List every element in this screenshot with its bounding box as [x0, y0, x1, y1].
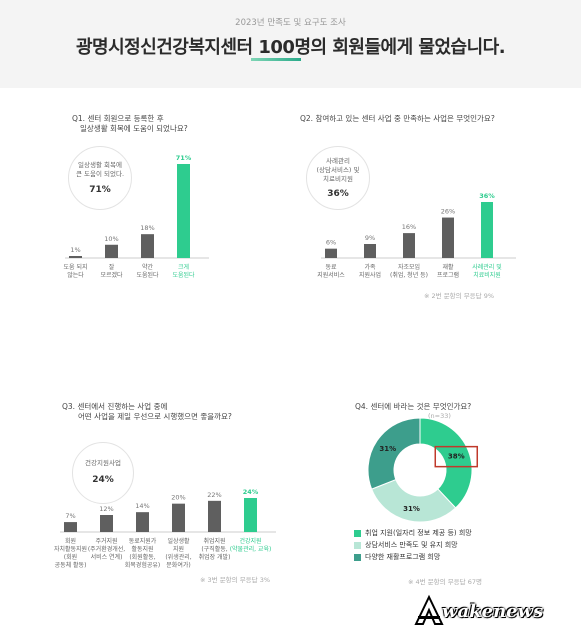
category-label-5: 취업지원 (구직활동, 취업장 개발)	[199, 537, 231, 561]
donut-slice-2	[371, 478, 457, 523]
bar-6	[244, 498, 257, 532]
bar-value-label-2: 9%	[365, 234, 375, 242]
awakenews-logo: wakenews	[410, 594, 570, 628]
bar-value-label-1: 6%	[326, 239, 336, 247]
bar-value-label-3: 16%	[402, 223, 416, 231]
q1-bubble-line1: 일상생활 회복에	[78, 161, 122, 169]
category-label-1: 도움 되지 않는다	[64, 263, 88, 279]
slice-label-1: 38%	[448, 453, 465, 461]
legend-item-1: 취업 지원(일자리 정보 제공 등) 희망	[354, 527, 472, 539]
logo-wordmark: wakenews	[442, 601, 544, 622]
category-label-2: 가족 지원사업	[359, 263, 381, 279]
bar-1	[325, 248, 337, 258]
logo-a-mark	[414, 594, 444, 625]
bar-4	[172, 503, 185, 532]
category-label-3: 약간 도움된다	[136, 263, 159, 279]
legend-swatch-3	[354, 553, 361, 561]
category-label-4: 재활 프로그램	[437, 263, 459, 279]
legend-label-2: 상담서비스 만족도 및 유지 희망	[365, 541, 458, 549]
q3-bubble-percent: 24%	[92, 475, 114, 485]
bar-4	[177, 164, 190, 258]
q2-bubble-percent: 36%	[327, 189, 349, 199]
legend-swatch-1	[354, 529, 361, 537]
category-label-5: 사례관리 및 치료비지원	[472, 263, 502, 279]
q1-bubble-percent: 71%	[89, 185, 111, 195]
bar-value-label-2: 12%	[99, 505, 113, 513]
bar-5	[208, 500, 221, 532]
bar-4	[442, 217, 454, 258]
category-label-2: 잘 모르겠다	[100, 263, 123, 279]
q1-highlight-bubble: 일상생활 회복에 큰 도움이 되었다. 71%	[68, 146, 132, 210]
bar-5	[481, 202, 493, 258]
bar-value-label-5: 36%	[479, 192, 495, 200]
bar-value-label-4: 26%	[441, 208, 455, 216]
legend-label-3: 다양한 재활프로그램 희망	[365, 553, 441, 561]
slice-label-3: 31%	[379, 445, 396, 453]
category-label-4: 일상생활 지원 (위생관리, 문화여가)	[165, 537, 191, 569]
q2-bar-chart: 6% 동료 지원서비스 9% 가족 지원사업 16% 자조모임 (취업, 청년 등) 26% 재활 프…	[317, 192, 516, 279]
q3-note: ※ 3번 문항의 무응답 3%	[200, 576, 271, 584]
legend-label-1: 취업 지원(일자리 정보 제공 등) 희망	[365, 529, 472, 537]
q2-highlight-bubble: 사례관리 (상담서비스) 및 치료비지원 36%	[306, 146, 370, 210]
bar-3	[141, 234, 154, 258]
q1-bar-chart: 1% 도움 되지 않는다 10% 잘 모르겠다 18% 약간 도움된다 71% 크게 도움된다	[64, 154, 209, 279]
q3-title-line1: Q3. 센터에서 진행하는 사업 중에	[62, 402, 168, 411]
q3-title-line2: 어떤 사업을 제일 우선으로 시행했으면 좋을까요?	[78, 412, 232, 421]
q3-highlight-bubble: 건강지원사업 24%	[72, 442, 134, 504]
bar-3	[403, 233, 415, 258]
legend-item-2: 상담서비스 만족도 및 유지 희망	[354, 539, 472, 551]
q1-title-line1: Q1. 센터 회원으로 등록한 후	[72, 114, 164, 123]
bar-value-label-1: 7%	[65, 512, 75, 520]
q4-donut-chart: 38% 31% 31%	[367, 417, 479, 523]
bar-value-label-6: 24%	[243, 488, 259, 496]
survey-subtitle: 2023년 만족도 및 요구도 조사	[235, 18, 346, 28]
q1-title: Q1. 센터 회원으로 등록한 후 일상생활 회복에 도움이 되었나요?	[72, 114, 242, 134]
q4-note: ※ 4번 문항의 무응답 67명	[408, 578, 482, 586]
q1-title-line2: 일상생활 회복에 도움이 되었나요?	[80, 124, 188, 133]
q2-bubble-line2: (상담서비스) 및	[316, 166, 360, 174]
q3-title: Q3. 센터에서 진행하는 사업 중에 어떤 사업을 제일 우선으로 시행했으면…	[62, 402, 292, 422]
q2-bubble-line3: 치료비지원	[323, 175, 353, 183]
bar-value-label-4: 71%	[176, 154, 192, 162]
donut-slice-3	[367, 417, 421, 490]
category-label-4: 크게 도움된다	[172, 263, 195, 279]
category-label-2: 주거지원 (주거환경개선, 서비스 연계)	[88, 537, 125, 561]
legend-swatch-2	[354, 541, 361, 549]
page-title: 광명시정신건강복지센터 100명의 회원들에게 물었습니다.	[75, 37, 506, 58]
bar-1	[64, 522, 77, 532]
donut-slice-1	[419, 417, 473, 509]
highlight-box	[434, 445, 479, 468]
bar-3	[136, 512, 149, 532]
bar-2	[100, 515, 113, 532]
q4-legend: 취업 지원(일자리 정보 제공 등) 희망 상담서비스 만족도 및 유지 희망 …	[354, 527, 472, 563]
bar-2	[105, 244, 118, 258]
bar-1	[69, 256, 82, 258]
title-underline	[251, 58, 301, 61]
bar-value-label-3: 18%	[140, 224, 154, 232]
q1-bubble-line2: 큰 도움이 되었다.	[75, 170, 125, 178]
bar-value-label-2: 10%	[104, 235, 118, 243]
category-label-1: 회원 자치활동지원 (회원 공동체 활동)	[54, 537, 87, 569]
q2-bubble-line1: 사례관리	[326, 157, 350, 165]
bar-value-label-1: 1%	[70, 246, 80, 254]
slice-label-2: 31%	[403, 505, 420, 513]
q4-title: Q4. 센터에 바라는 것은 무엇인가요?	[355, 402, 472, 411]
q3-bubble-line1: 건강지원사업	[85, 459, 121, 467]
category-label-1: 동료 지원서비스	[317, 264, 345, 279]
legend-item-3: 다양한 재활프로그램 희망	[354, 551, 472, 563]
q3-bar-chart: 7% 회원 자치활동지원 (회원 공동체 활동) 12% 주거지원 (주거환경개선, 서비스 연…	[54, 488, 276, 569]
q2-title: Q2. 참여하고 있는 센터 사업 중 만족하는 사업은 무엇인가요?	[300, 114, 495, 123]
category-label-3: 동료지원가 활동지원 (회원활동, 회복경험공유)	[125, 537, 160, 569]
q4-sample-size: (n=33)	[428, 412, 451, 420]
category-label-6: 건강지원 (약물관리, 교육)	[230, 537, 272, 553]
bar-value-label-4: 20%	[171, 494, 185, 502]
bar-2	[364, 244, 376, 258]
bar-value-label-3: 14%	[135, 502, 149, 510]
category-label-3: 자조모임 (취업, 청년 등)	[390, 263, 428, 279]
header-banner: 2023년 만족도 및 요구도 조사 광명시정신건강복지센터 100명의 회원들…	[0, 0, 581, 88]
q2-note: ※ 2번 문항의 무응답 9%	[424, 292, 495, 300]
bar-value-label-5: 22%	[207, 491, 221, 499]
